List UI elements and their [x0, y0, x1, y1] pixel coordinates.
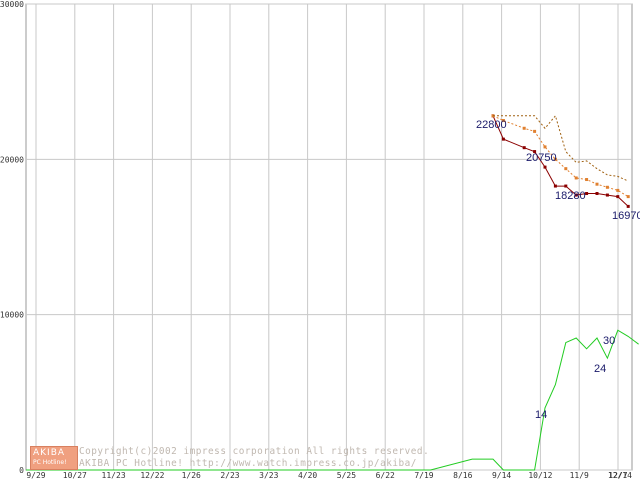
series-line-3	[26, 329, 639, 471]
y-tick-label: 0	[19, 466, 24, 475]
x-tick-label: 12/14	[608, 471, 632, 480]
x-tick-label: 11/9	[570, 471, 589, 480]
series-marker-1	[501, 119, 505, 122]
series-marker-1	[585, 178, 589, 182]
logo-text: AKIBA	[33, 448, 66, 458]
series-marker-1	[616, 188, 620, 192]
series-marker-0	[522, 146, 526, 150]
logo-subtext: PC Hotline!	[33, 459, 67, 466]
data-label: 22800	[476, 119, 507, 131]
y-tick-label: 20000	[0, 155, 24, 164]
y-tick-label: 30000	[0, 0, 24, 9]
x-tick-label: 2/23	[220, 471, 239, 480]
series-marker-1	[595, 182, 599, 186]
x-tick-label: 10/27	[63, 471, 87, 480]
x-tick-label: 4/20	[298, 471, 317, 480]
x-tick-label: 7/19	[414, 471, 433, 480]
x-tick-label: 12/7	[608, 471, 627, 480]
data-label: 16970	[612, 210, 640, 222]
x-tick-label: 12/22	[140, 471, 164, 480]
series-marker-1	[626, 195, 630, 199]
data-label: 18280	[555, 190, 586, 202]
x-tick-label: 5/25	[337, 471, 356, 480]
series-marker-0	[605, 193, 609, 197]
series-marker-1	[543, 145, 547, 149]
data-label: 24	[594, 363, 606, 375]
series-marker-0	[626, 204, 630, 208]
site-url-line: AKIBA PC Hotline! http://www.watch.impre…	[79, 458, 417, 469]
series-marker-1	[553, 157, 557, 161]
series-marker-0	[585, 192, 589, 196]
x-tick-label: 10/12	[528, 471, 552, 480]
x-tick-label: 9/29	[26, 471, 45, 480]
series-marker-1	[605, 185, 609, 189]
series-marker-1	[522, 126, 526, 130]
series-marker-0	[574, 193, 578, 197]
x-tick-label: 9/14	[492, 471, 511, 480]
series-marker-0	[616, 195, 620, 199]
data-label: 14	[535, 409, 547, 421]
x-tick-label: 8/16	[453, 471, 472, 480]
series-marker-1	[574, 176, 578, 180]
akiba-logo: AKIBA PC Hotline!	[30, 446, 78, 470]
series-marker-0	[595, 192, 599, 196]
data-label: 20750	[526, 152, 557, 164]
series-marker-0	[553, 184, 557, 188]
x-tick-label: 1/26	[182, 471, 201, 480]
series-marker-1	[533, 129, 537, 133]
series-marker-0	[564, 184, 568, 188]
x-tick-label: 3/23	[259, 471, 278, 480]
copyright-line: Copyright(c)2002 impress corporation All…	[79, 446, 430, 457]
plot-area	[25, 3, 633, 471]
series-marker-0	[543, 165, 547, 169]
series-marker-1	[564, 167, 568, 171]
series-marker-0	[533, 150, 537, 154]
y-tick-label: 10000	[0, 311, 24, 320]
series-marker-0	[501, 137, 505, 141]
data-label: 30	[603, 335, 615, 347]
x-tick-label: 11/23	[102, 471, 126, 480]
x-tick-label: 6/22	[376, 471, 395, 480]
